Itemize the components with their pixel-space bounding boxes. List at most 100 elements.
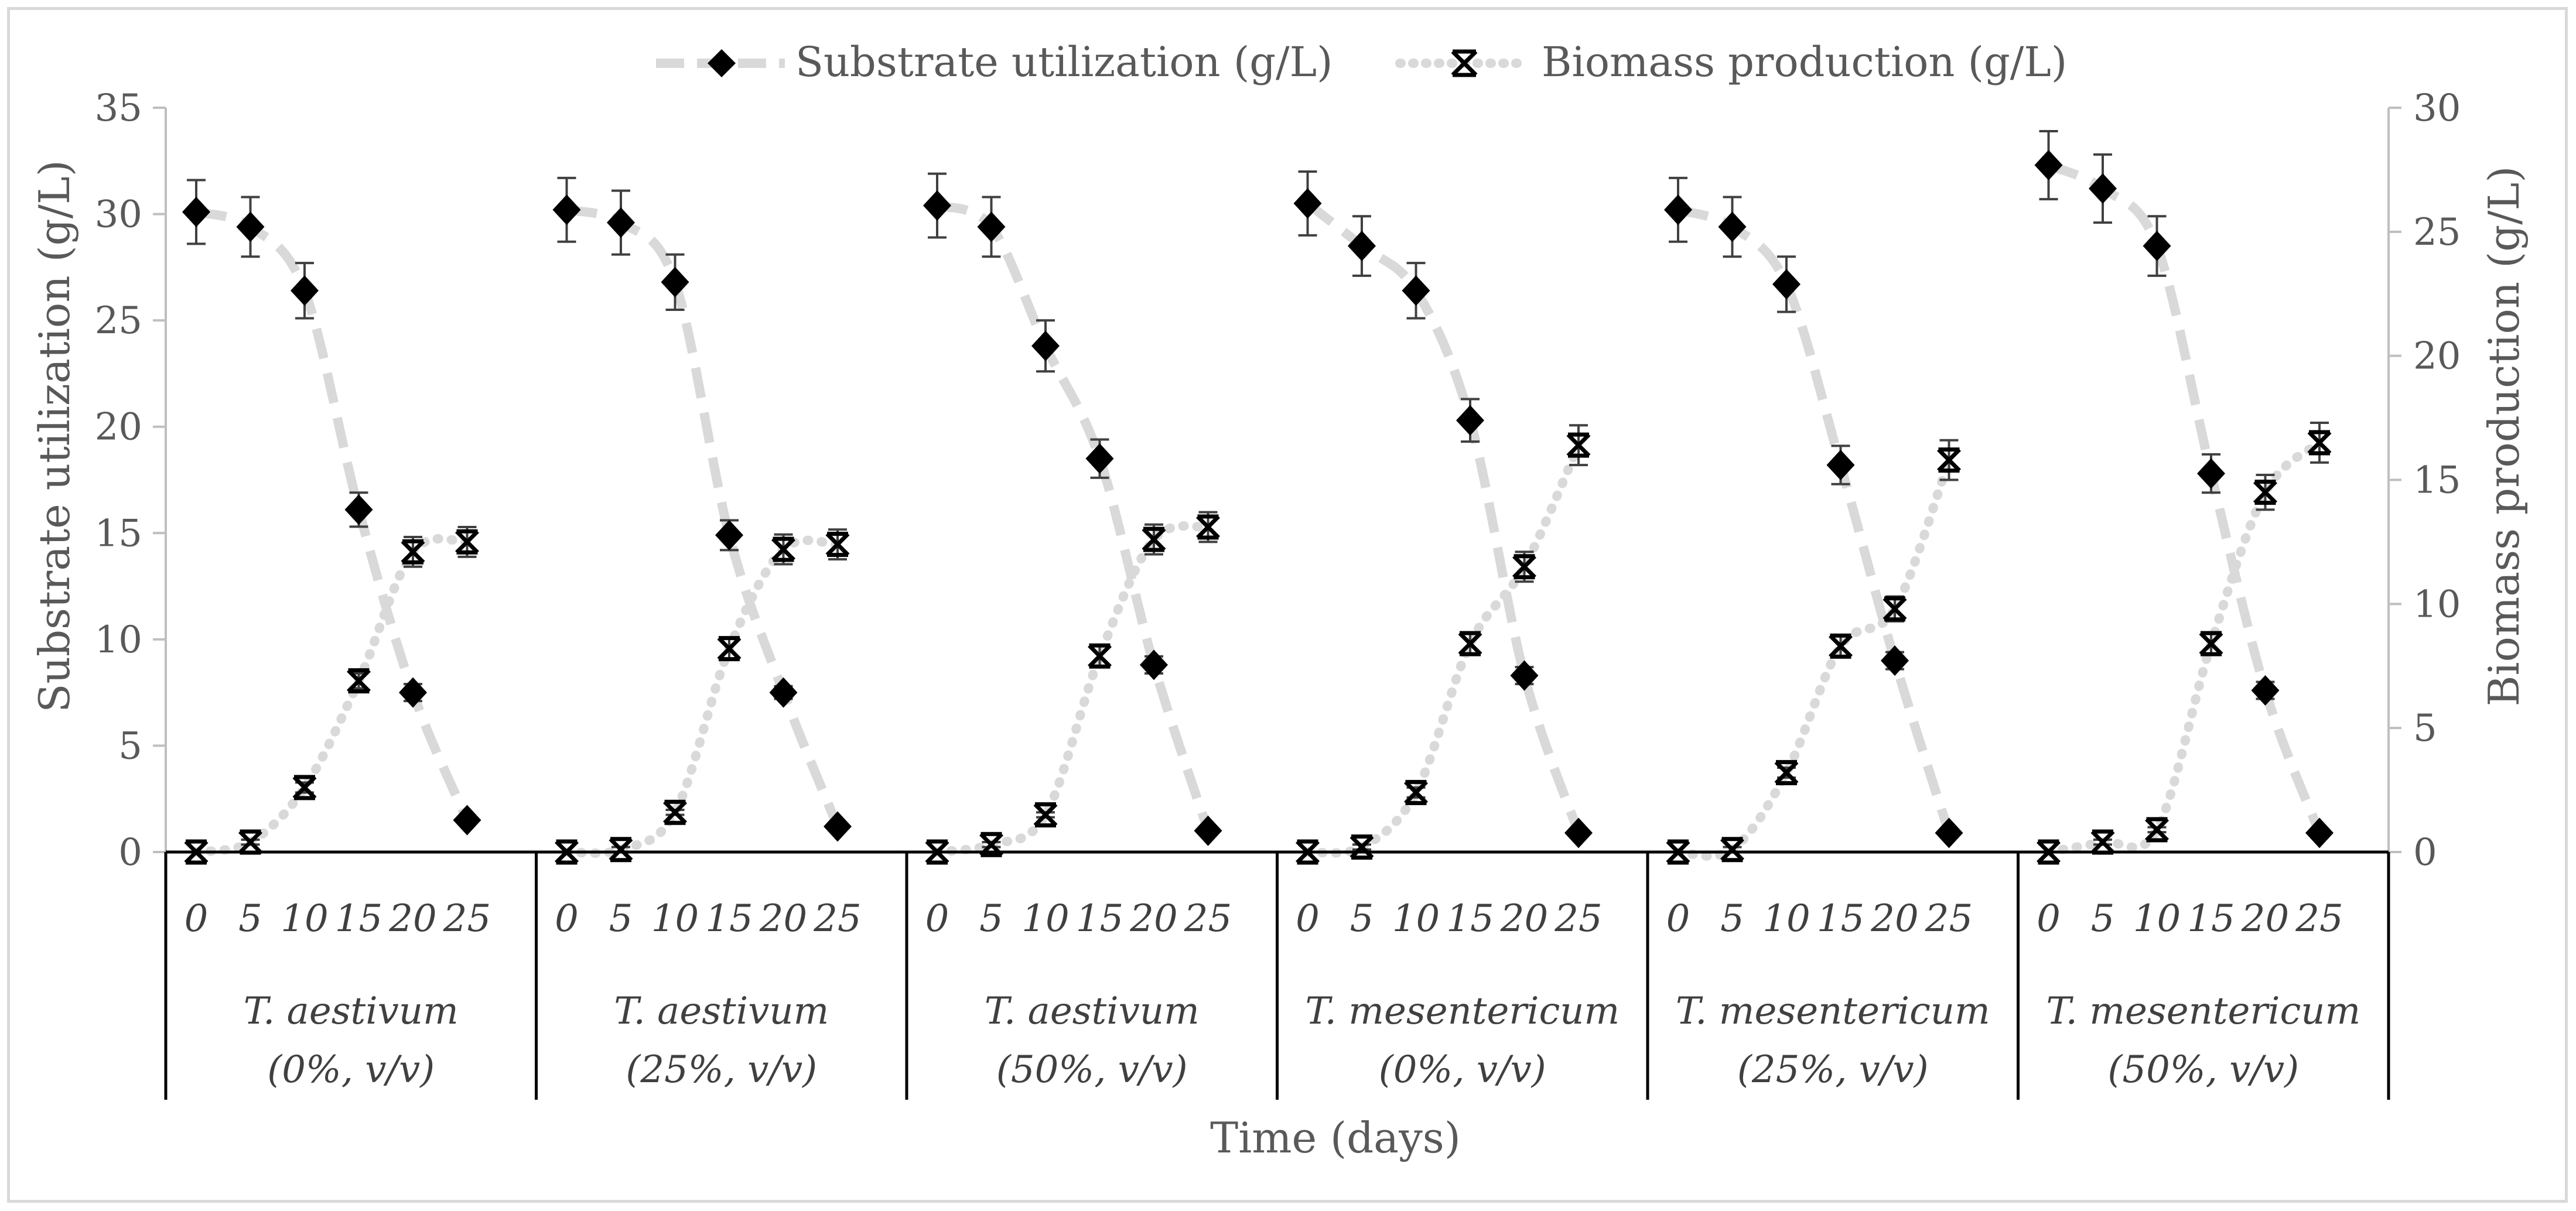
y2-tick-label: 10 [2413,583,2461,626]
biomass-point [1937,447,1961,473]
substrate-line [1676,205,1954,834]
substrate-point [2143,231,2171,262]
y-tick-label: 35 [95,87,142,130]
substrate-point [1510,660,1539,691]
biomass-point [2253,480,2277,505]
biomass-point-stroke [1350,835,1374,860]
x-tick-label: 15 [2187,897,2235,940]
substrate-point [552,194,581,225]
biomass-line [1303,440,1583,858]
x-tick-label: 15 [335,897,382,940]
biomass-point [1196,514,1220,540]
substrate-point [1935,817,1963,849]
y2-axis-title: Biomass production (g/L) [2479,166,2529,707]
biomass-point [825,532,850,557]
biomass-point-stroke [401,539,425,564]
substrate-point [661,266,689,297]
x-tick-label: 5 [979,897,1003,940]
biomass-point-stroke [1088,644,1112,668]
y2-tick-label: 0 [2413,831,2437,874]
substrate-point [453,805,481,836]
biomass-point [1088,643,1112,669]
x-tick-label: 25 [1925,897,1973,940]
x-tick-label: 0 [925,897,949,940]
x-tick-label: 0 [2037,897,2061,940]
group-label-name: T. aestivum [244,990,459,1033]
group-label-name: T. mesentericum [1676,990,1990,1033]
substrate-line [2047,160,2324,835]
chart-frame [7,7,2568,1203]
substrate-point [1293,188,1322,219]
substrate-point [1772,269,1801,300]
group-label-name: T. mesentericum [1305,990,1620,1033]
substrate-point [1140,649,1168,680]
biomass-point-stroke [1774,760,1799,785]
substrate-point [977,211,1006,242]
x-tick-label: 20 [1500,897,1548,940]
series-lines [192,160,2324,861]
y2-tick-label: 30 [2413,87,2461,130]
legend-biomass-label: Biomass production (g/L) [1542,38,2067,86]
biomass-point-stroke [1720,837,1744,862]
substrate-point [291,275,319,306]
x-tick-label: 15 [1076,897,1123,940]
biomass-point-stroke [1033,802,1058,827]
substrate-point [236,211,265,242]
x-tick-label: 20 [388,897,436,940]
x-tick-label: 15 [705,897,753,940]
x-tick-label: 0 [555,897,579,940]
biomass-point-stroke [2145,817,2169,842]
substrate-point [1031,330,1060,361]
y2-tick-label: 20 [2413,335,2461,378]
substrate-point [1826,450,1855,481]
y-tick-label: 30 [95,193,142,237]
group-label-subtitle: (25%, v/v) [626,1048,817,1092]
y-tick-label: 5 [118,724,142,768]
x-tick-label: 10 [1392,897,1440,940]
substrate-point [399,677,427,708]
x-tick-label: 5 [609,897,633,940]
biomass-point-stroke [609,837,633,862]
category-axis: 0 5 10 15 20 25T. aestivum(0%, v/v)0 5 10 15 20 25… [164,850,2390,1100]
x-tick-label: 20 [1129,897,1177,940]
x-tick-label: 20 [2241,897,2289,940]
x-tick-label: 10 [281,897,328,940]
group-label-subtitle: (25%, v/v) [1737,1048,1929,1092]
x-tick-label: 25 [2295,897,2343,940]
substrate-point [344,494,373,525]
x-tick-label: 5 [238,897,262,940]
x-tick-label: 0 [185,897,209,940]
biomass-point [2145,817,2169,843]
x-tick-label: 25 [1184,897,1232,940]
legend-biomass-marker [1451,49,1478,77]
substrate-point [2089,173,2117,204]
substrate-point [1664,194,1692,225]
biomass-point [1350,834,1374,860]
x-tick-label: 10 [1762,897,1810,940]
biomass-point-stroke [2307,430,2332,455]
biomass-point-stroke [1142,527,1166,552]
biomass-point-stroke [292,775,317,800]
substrate-point [2251,675,2280,706]
biomass-line [1673,455,1954,861]
x-tick-label: 15 [1817,897,1864,940]
substrate-point [1564,817,1593,849]
x-tick-label: 25 [1554,897,1602,940]
group-label-subtitle: (0%, v/v) [267,1048,435,1092]
substrate-point [1194,815,1222,846]
legend-substrate-label: Substrate utilization (g/L) [795,38,1333,86]
biomass-point [771,536,795,562]
biomass-point-stroke [1404,780,1428,805]
biomass-point-stroke [1458,631,1482,656]
substrate-point [769,677,798,708]
substrate-point [715,519,743,550]
biomass-point [1458,631,1482,656]
biomass-point-stroke [2090,830,2115,854]
biomass-line [192,533,472,857]
x-tick-label: 0 [1296,897,1320,940]
biomass-point [609,837,633,863]
y2-tick-label: 15 [2413,459,2461,502]
substrate-point [607,207,635,238]
series-markers [182,129,2334,865]
biomass-point [1404,779,1428,805]
